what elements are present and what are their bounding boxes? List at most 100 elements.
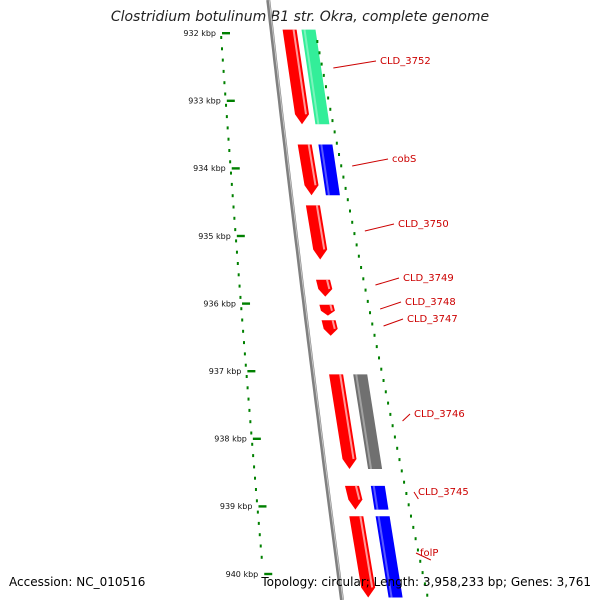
gene-arrow [305,205,328,260]
ruler-dot [238,284,241,288]
outer-dot [333,130,336,134]
label-leader-line [333,60,377,69]
ruler-dot [233,216,236,220]
outer-dot [316,40,319,43]
ruler-dot [222,69,225,73]
ruler-dot [225,103,228,107]
ruler-dot [253,465,256,469]
ruler-dot [246,386,249,390]
gene-arrow [297,144,319,196]
label-leader-line [415,552,432,561]
gene-label-cld_3747: CLD_3747 [407,314,458,325]
outer-dot [378,356,381,360]
label-leader-line [413,491,419,500]
ruler-dot [258,533,261,537]
ruler-dot [239,295,242,299]
label-leader-line [352,158,389,167]
ruler-dot [252,454,255,458]
label-leader-line [383,318,404,327]
ruler-dot [229,171,232,175]
kbp-tick [247,370,256,373]
ruler-dot [242,341,245,345]
outer-dot [412,525,415,529]
outer-dot [403,480,406,484]
kbp-label: 932 kbp [183,29,216,38]
ruler-dot [254,488,257,491]
outer-dot [391,424,394,428]
kbp-tick [231,167,240,170]
ruler-dot [235,239,238,243]
outer-dot [318,51,321,55]
category-bar [318,144,340,196]
ruler-dot [223,81,226,85]
outer-dot [327,96,330,100]
outer-dot [373,333,376,337]
ruler-dot [251,442,254,446]
ruler-ticks: 932 kbp 933 kbp 934 kbp 935 kbp 936 kbp 937 k… [183,29,273,579]
gene-label-cld_3749: CLD_3749 [403,273,454,284]
gene-arrow-shine [326,279,331,290]
kbp-label: 939 kbp [220,502,253,511]
ruler-dot [236,262,239,265]
backbone-path [266,0,344,600]
outer-dot [324,85,327,89]
gene-label-cld_3748: CLD_3748 [405,297,456,308]
ruler-dot [244,363,247,367]
backbone-highlight [268,0,344,600]
outer-dot [338,153,341,156]
outer-dot [407,503,410,507]
ruler-dot [220,36,223,39]
outer-dot [362,277,365,281]
outer-dot [369,311,372,315]
gene-arrow-shine [292,29,307,115]
ruler-dot [249,420,252,424]
gene-arrow-shine [307,144,317,186]
backbone-line [266,0,344,600]
category-bar-shine [377,516,393,598]
ruler-dot [234,228,237,232]
outer-dot [342,175,345,179]
ruler-dot [248,408,251,412]
kbp-label: 934 kbp [193,164,226,173]
outer-dot [409,514,412,518]
ruler-dot [230,182,233,186]
category-bar-shine [355,374,373,470]
gene-arrow-shine [339,374,355,460]
outer-dot [371,322,374,326]
category-bar [353,374,383,469]
outer-dot [389,412,392,416]
gene-arrow-shine [359,516,374,588]
ruler-dot [247,397,250,401]
kbp-tick [252,437,261,440]
outer-dot [353,232,356,236]
ruler-dot [225,115,228,119]
label-leader-line [380,301,402,310]
ruler-dot [228,149,231,152]
outer-dot [396,446,399,450]
outer-dot [384,390,387,394]
gene-label-cld_3750: CLD_3750 [398,219,449,230]
outer-dot [344,186,347,190]
kbp-label: 940 kbp [226,570,259,579]
kbp-tick [236,234,245,238]
outer-dot [419,559,422,563]
label-leader-line [402,413,411,422]
outer-dot [426,593,429,597]
ruler-dot [242,329,245,333]
gene-features [282,29,376,598]
outer-dot [322,73,325,77]
gene-arrow-shine [315,205,326,250]
ruler-dot [260,555,263,559]
kbp-tick [258,505,267,508]
ruler-dot [235,250,238,254]
outer-dot [387,401,390,405]
outer-dot [355,243,358,247]
outer-dot [393,435,396,439]
outer-dots [316,40,429,597]
ruler-dot [254,476,257,480]
outer-dot [398,458,401,462]
category-features [301,29,403,598]
outer-dot [382,379,385,382]
